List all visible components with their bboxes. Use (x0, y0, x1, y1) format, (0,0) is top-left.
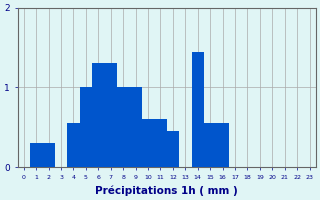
Bar (117, 87, 129, 167)
Bar (67, 123, 80, 167)
Bar (154, 119, 167, 167)
Bar (192, 52, 204, 167)
X-axis label: Précipitations 1h ( mm ): Précipitations 1h ( mm ) (95, 185, 238, 196)
Bar (92, 63, 105, 167)
Bar (129, 87, 142, 167)
Bar (43, 143, 55, 167)
Bar (105, 63, 117, 167)
Bar (167, 131, 179, 167)
Bar (204, 123, 216, 167)
Bar (142, 119, 154, 167)
Bar (216, 123, 229, 167)
Bar (80, 87, 92, 167)
Bar (30, 143, 43, 167)
